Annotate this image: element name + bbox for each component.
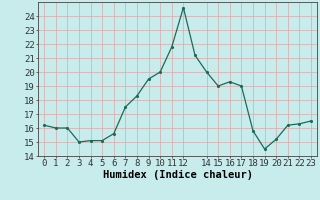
X-axis label: Humidex (Indice chaleur): Humidex (Indice chaleur) <box>103 170 252 180</box>
